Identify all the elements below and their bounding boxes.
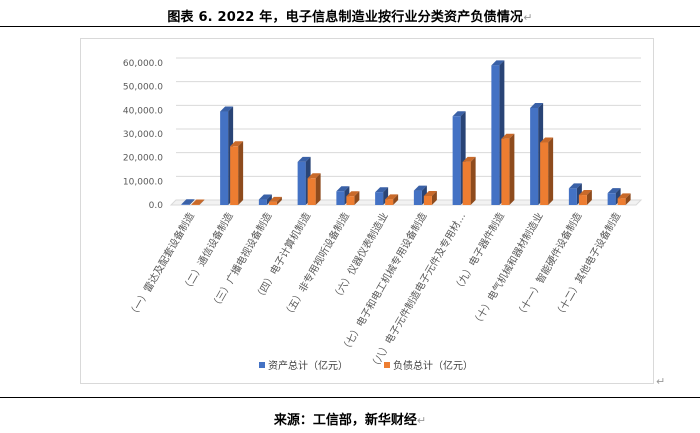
bar-top bbox=[501, 133, 515, 139]
bar-top bbox=[607, 188, 621, 194]
bar bbox=[375, 192, 384, 205]
legend-label-assets: 资产总计（亿元） bbox=[268, 359, 348, 372]
bar-side bbox=[625, 193, 631, 205]
bar-side bbox=[509, 133, 515, 205]
bar bbox=[230, 146, 239, 205]
bar-side bbox=[548, 137, 554, 205]
bar-top bbox=[268, 196, 282, 202]
bar-side bbox=[431, 191, 437, 205]
bar bbox=[181, 204, 190, 205]
bar bbox=[452, 116, 461, 205]
bar-chart: 0.0 10,000.0 20,000.0 30,000.0 40,000.0 50,00… bbox=[123, 57, 643, 372]
bar bbox=[220, 111, 229, 205]
bar-top bbox=[452, 111, 466, 117]
bar-top bbox=[336, 186, 350, 192]
bar-top bbox=[423, 191, 437, 197]
chart-frame: 0.0 10,000.0 20,000.0 30,000.0 40,000.0 50,00… bbox=[80, 38, 654, 384]
y-tick-label: 50,000.0 bbox=[123, 83, 163, 93]
category-label: （十二）其他电子设备制造 bbox=[552, 210, 623, 320]
bar-side bbox=[354, 191, 360, 205]
bar-top bbox=[617, 193, 631, 199]
bar-side bbox=[276, 196, 282, 205]
y-tick-label: 60,000.0 bbox=[123, 59, 163, 69]
bar-top bbox=[375, 187, 389, 193]
chart-floor bbox=[169, 199, 643, 206]
bar-top bbox=[462, 156, 476, 162]
bar bbox=[491, 65, 500, 205]
bar-side bbox=[470, 156, 476, 205]
bar bbox=[617, 198, 626, 205]
bar bbox=[297, 161, 306, 205]
bar bbox=[423, 196, 432, 205]
bar-top bbox=[413, 185, 427, 191]
category-label: （十）电气机械和器材制造业 bbox=[469, 210, 545, 329]
bar-top bbox=[530, 102, 544, 108]
bar-top bbox=[568, 183, 582, 189]
y-tick-label: 20,000.0 bbox=[123, 154, 163, 164]
bar bbox=[501, 138, 510, 205]
bar bbox=[258, 199, 267, 205]
legend-label-liabilities: 负债总计（亿元） bbox=[393, 359, 473, 372]
bar-side bbox=[266, 194, 272, 205]
category-label: （一）雷达及配套设备制造 bbox=[126, 210, 197, 320]
bar-side bbox=[199, 199, 205, 205]
bar bbox=[462, 161, 471, 205]
bar-side bbox=[189, 199, 195, 205]
bar-top bbox=[230, 141, 244, 147]
bar-side bbox=[586, 190, 592, 205]
paragraph-mark: ↵ bbox=[416, 414, 427, 427]
bottom-rule bbox=[0, 397, 700, 398]
bar bbox=[530, 107, 539, 205]
figure-caption: 图表 6. 2022 年，电子信息制造业按行业分类资产负债情况↵ bbox=[0, 6, 700, 25]
legend-swatch-liabilities bbox=[384, 362, 390, 368]
bar bbox=[578, 195, 587, 205]
bar bbox=[607, 193, 616, 205]
bar-top bbox=[578, 190, 592, 196]
legend-swatch-assets bbox=[259, 362, 265, 368]
y-tick-label: 40,000.0 bbox=[123, 106, 163, 116]
top-rule bbox=[0, 26, 700, 27]
paragraph-mark: ↵ bbox=[656, 375, 666, 388]
paragraph-mark: ↵ bbox=[523, 11, 533, 24]
bar-side bbox=[238, 141, 244, 205]
bar bbox=[336, 191, 345, 205]
bar bbox=[191, 204, 200, 206]
bar bbox=[268, 201, 277, 205]
bar-top bbox=[491, 60, 505, 66]
y-tick-label: 0.0 bbox=[149, 201, 164, 211]
bar bbox=[568, 188, 577, 205]
category-label: （五）非专用视听设备制造 bbox=[281, 210, 352, 320]
y-tick-label: 10,000.0 bbox=[123, 177, 163, 187]
bar-top bbox=[540, 137, 554, 143]
bar bbox=[307, 178, 316, 205]
source-note: 来源：工信部，新华财经↵ bbox=[0, 409, 700, 428]
bar-top bbox=[346, 191, 360, 197]
bar-top bbox=[307, 173, 321, 179]
bar-side bbox=[315, 173, 321, 205]
source-text: 来源：工信部，新华财经 bbox=[273, 413, 417, 428]
bar bbox=[540, 142, 549, 205]
bar-top bbox=[297, 156, 311, 162]
bar bbox=[413, 190, 422, 205]
y-tick-label: 30,000.0 bbox=[123, 130, 163, 140]
caption-text: 图表 6. 2022 年，电子信息制造业按行业分类资产负债情况 bbox=[167, 10, 524, 25]
bar bbox=[385, 199, 394, 205]
bar-top bbox=[181, 199, 195, 205]
bar-side bbox=[393, 194, 399, 205]
bar-top bbox=[385, 194, 399, 200]
bar-top bbox=[191, 199, 205, 205]
bar-top bbox=[220, 106, 234, 112]
bar-top bbox=[258, 194, 272, 200]
bar bbox=[346, 196, 355, 205]
category-label: （十一）智能硬件设备制造 bbox=[513, 210, 584, 320]
